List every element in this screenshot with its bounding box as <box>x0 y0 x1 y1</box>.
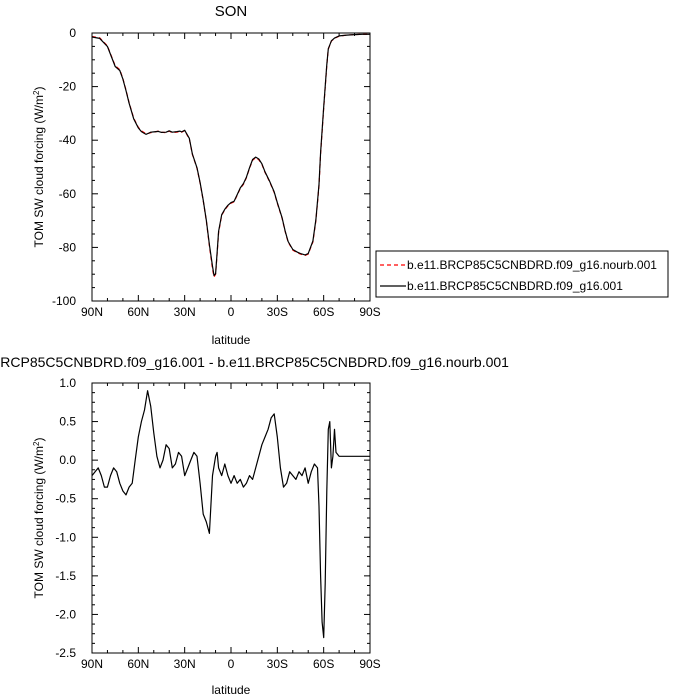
x-tick-label: 90S <box>359 657 380 671</box>
x-tick-label: 0 <box>228 305 235 319</box>
bottom-panel: b.e11.BRCP85C5CNBDRD.f09_g16.001 - b.e11… <box>0 354 509 697</box>
x-tick-label: 30S <box>267 657 288 671</box>
top-plot-frame <box>91 32 371 302</box>
x-tick-label: 60N <box>127 657 149 671</box>
x-tick-label: 90N <box>81 305 103 319</box>
y-tick-label: -100 <box>52 294 76 308</box>
bottom-plot-frame <box>91 382 371 654</box>
bottom-y-axis-label: TOM SW cloud forcing (W/m2) <box>32 438 46 599</box>
legend-box <box>375 250 669 298</box>
top-panel: SON 90N 60N 30N 0 30S 60S 90S -100 -80 -60 -40 -20 0… <box>32 3 669 347</box>
y-tick-label: -1.5 <box>55 569 76 583</box>
series-line-dashed-0-0 <box>91 33 370 278</box>
y-tick-label: -20 <box>59 80 77 94</box>
bottom-x-axis-label: latitude <box>212 683 251 697</box>
y-tick-label: -60 <box>59 187 77 201</box>
legend-label-control: b.e11.BRCP85C5CNBDRD.f09_g16.001 <box>407 279 623 293</box>
legend-label-nourb: b.e11.BRCP85C5CNBDRD.f09_g16.nourb.001 <box>407 258 657 272</box>
y-tick-label: 0 <box>69 26 76 40</box>
x-tick-label: 0 <box>228 657 235 671</box>
x-tick-label: 30S <box>267 305 288 319</box>
bottom-chart-title: b.e11.BRCP85C5CNBDRD.f09_g16.001 - b.e11… <box>0 354 509 370</box>
x-tick-label: 90N <box>81 657 103 671</box>
x-tick-label: 60S <box>313 305 334 319</box>
y-tick-label: -40 <box>59 133 77 147</box>
x-tick-label: 90S <box>359 305 380 319</box>
series-line-solid-1-0 <box>91 390 370 639</box>
y-tick-label: -2.0 <box>55 607 76 621</box>
x-tick-label: 60S <box>313 657 334 671</box>
x-tick-label: 30N <box>174 657 196 671</box>
top-y-axis-label: TOM SW cloud forcing (W/m2) <box>32 87 46 248</box>
y-tick-label: 1.0 <box>59 376 76 390</box>
top-x-axis-label: latitude <box>212 333 251 347</box>
y-tick-label: -1.0 <box>55 530 76 544</box>
x-tick-label: 60N <box>127 305 149 319</box>
y-tick-label: -2.5 <box>55 646 76 660</box>
y-tick-label: 0.0 <box>59 453 76 467</box>
top-chart-title: SON <box>215 3 248 20</box>
x-tick-label: 30N <box>174 305 196 319</box>
y-tick-label: -80 <box>59 240 77 254</box>
y-tick-label: -0.5 <box>55 492 76 506</box>
legend: b.e11.BRCP85C5CNBDRD.f09_g16.nourb.001 b… <box>375 250 669 298</box>
y-tick-label: 0.5 <box>59 415 76 429</box>
series-line-solid-0-1 <box>91 33 370 277</box>
